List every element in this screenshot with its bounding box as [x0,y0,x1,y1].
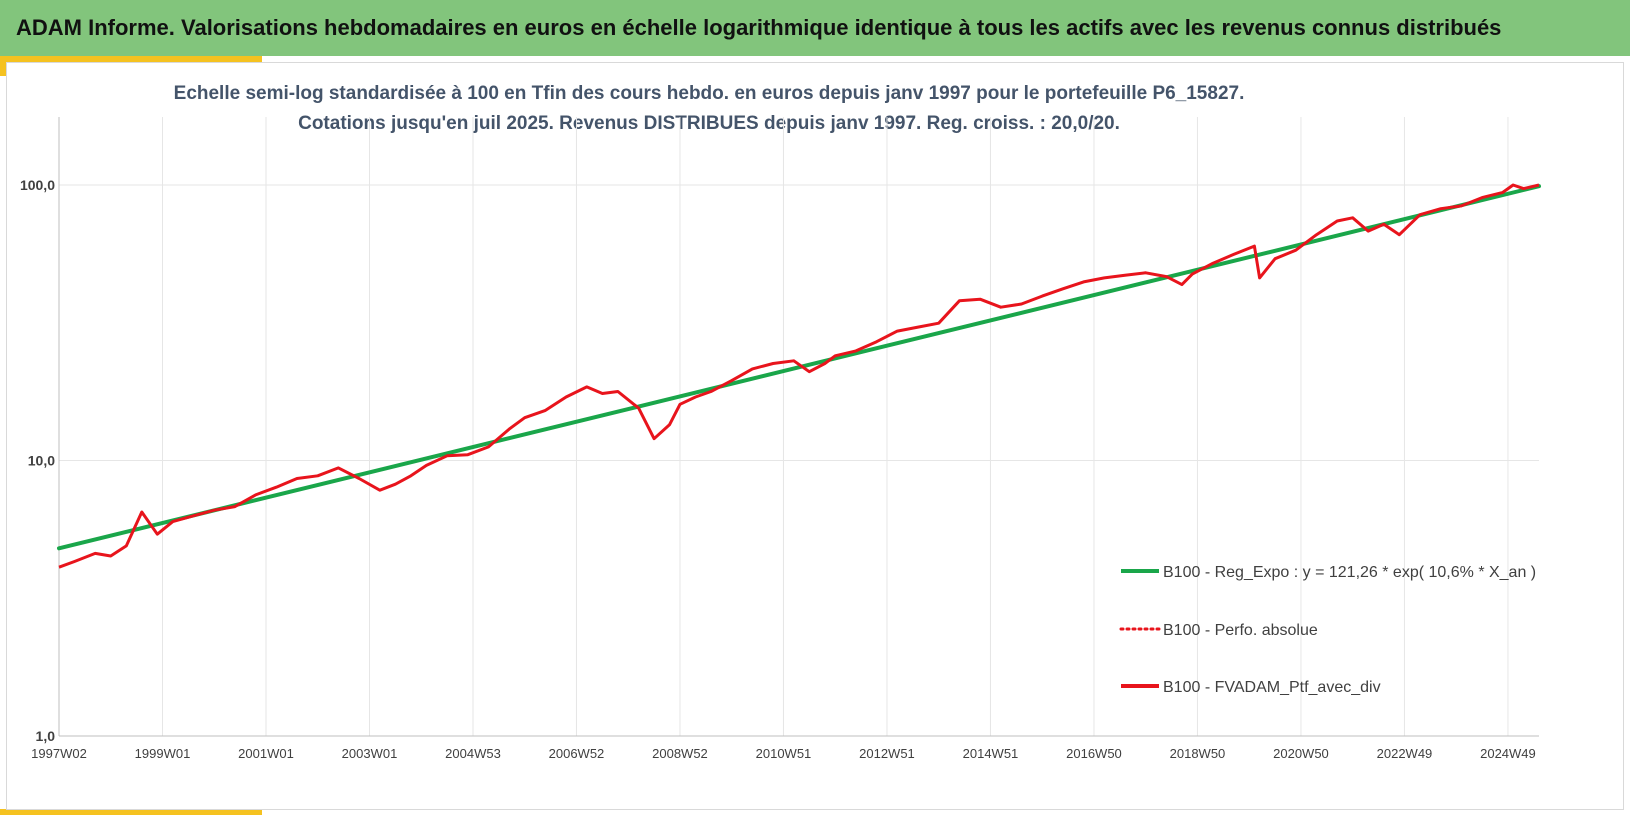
x-tick-label: 1997W02 [31,746,87,761]
accent-bar-bottom [0,809,262,815]
x-tick-label: 2022W49 [1377,746,1433,761]
accent-bar-left [0,56,6,76]
regression-line [57,184,1541,551]
portfolio-line [58,183,1540,569]
chart-svg: Echelle semi-log standardisée à 100 en T… [20,83,1541,761]
y-tick-label: 10,0 [28,453,55,469]
x-tick-label: 2008W52 [652,746,708,761]
legend-portfolio-label: B100 - FVADAM_Ptf_avec_div [1163,679,1381,696]
x-tick-label: 2010W51 [756,746,812,761]
y-tick-label: 1,0 [36,728,56,744]
x-tick-label: 2003W01 [342,746,398,761]
chart-subtitle: Cotations jusqu'en juil 2025. Revenus DI… [298,113,1120,134]
x-tick-label: 2001W01 [238,746,294,761]
x-tick-label: 2024W49 [1480,746,1536,761]
y-axis-ticks: 1,0 10,0 100,0 [20,177,55,744]
chart-area: Echelle semi-log standardisée à 100 en T… [6,62,1624,810]
chart-title: Echelle semi-log standardisée à 100 en T… [174,83,1245,104]
report-title: ADAM Informe. Valorisations hebdomadaire… [16,15,1502,40]
x-tick-label: 2018W50 [1170,746,1226,761]
x-tick-label: 2016W50 [1066,746,1122,761]
legend-regression-label: B100 - Reg_Expo : y = 121,26 * exp( 10,6… [1163,564,1536,581]
series-layer [57,183,1541,569]
legend-absolute-label: B100 - Perfo. absolue [1163,622,1318,639]
report-header: ADAM Informe. Valorisations hebdomadaire… [0,0,1630,56]
x-tick-label: 2012W51 [859,746,915,761]
x-axis-ticks: 1997W02 1999W01 2001W01 2003W01 2004W53 2006W… [31,746,1536,761]
x-tick-label: 2006W52 [549,746,605,761]
x-tick-label: 2004W53 [445,746,501,761]
y-tick-label: 100,0 [20,177,55,193]
legend: B100 - Reg_Expo : y = 121,26 * exp( 10,6… [1119,564,1536,696]
x-tick-label: 2020W50 [1273,746,1329,761]
x-tick-label: 1999W01 [135,746,191,761]
accent-bar-top [0,56,262,62]
grid [58,117,1539,737]
x-tick-label: 2014W51 [963,746,1019,761]
